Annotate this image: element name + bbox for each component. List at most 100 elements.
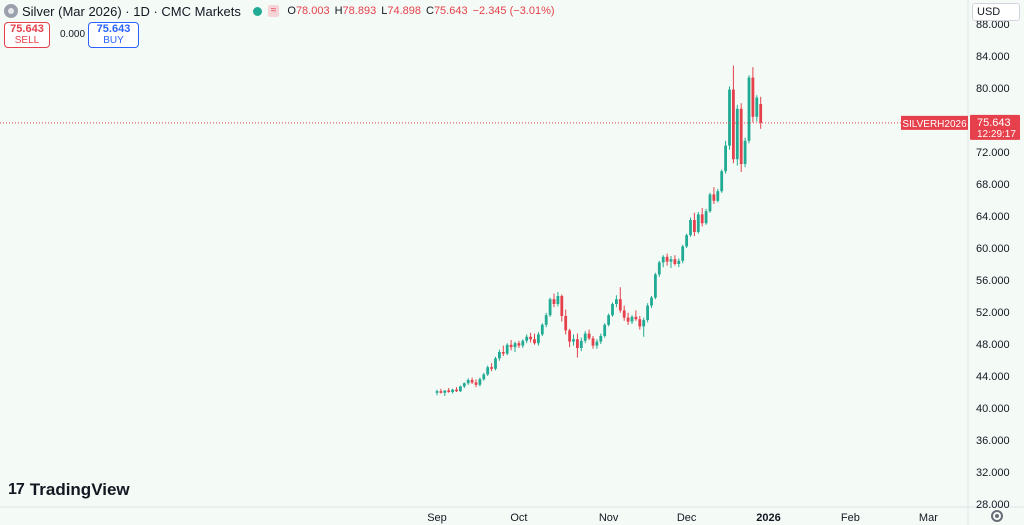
candle (650, 296, 653, 308)
candle (720, 169, 724, 193)
candle (490, 363, 493, 372)
tradingview-logo[interactable]: 17 TradingView (8, 480, 130, 500)
candle (728, 86, 731, 150)
candle-body (548, 299, 552, 316)
buy-button[interactable]: 75.643 BUY (88, 22, 139, 48)
currency-selector[interactable]: USD (972, 3, 1020, 21)
candle (732, 65, 735, 164)
price-tick-label: 40.000 (976, 403, 1010, 415)
candle (607, 313, 610, 327)
price-tick-label: 68.000 (976, 179, 1010, 191)
candle-body (443, 390, 447, 393)
candle-body (572, 339, 575, 342)
symbol-tag-label: SILVERH2026 (902, 119, 967, 130)
last-price-label: 75.643 (977, 117, 1011, 129)
price-axis[interactable]: 28.000 32.000 36.000 40.000 44.000 48.000 52.0… (976, 19, 1010, 511)
candle-body (739, 108, 743, 164)
price-tick-label: 64.000 (976, 211, 1010, 223)
candle (439, 388, 443, 394)
time-axis[interactable]: Sep Oct Nov Dec 2026 Feb Mar (427, 512, 938, 524)
candle (716, 188, 720, 203)
candle (544, 312, 548, 328)
candle (576, 333, 579, 358)
candle (618, 287, 622, 313)
candle (513, 341, 517, 352)
candle-body (611, 304, 614, 316)
price-change: −2.345 (−3.01%) (472, 5, 555, 17)
candle-body (470, 380, 474, 383)
candle-body (607, 315, 610, 325)
candle-body (505, 344, 509, 354)
candle-body (439, 391, 443, 393)
candle-body (634, 316, 638, 320)
market-open-status-icon[interactable] (252, 6, 262, 16)
price-tick-label: 60.000 (976, 243, 1010, 255)
candle (579, 337, 583, 352)
candle-body (501, 352, 505, 354)
candle-body (533, 339, 536, 344)
candle (443, 390, 447, 396)
candle (708, 192, 712, 213)
candle (501, 345, 505, 356)
candle (755, 95, 759, 122)
candle (568, 328, 571, 348)
last-price-label-background (970, 114, 1020, 140)
candle (677, 258, 681, 268)
candle-body (521, 340, 525, 346)
candle (564, 309, 568, 335)
candle (572, 334, 575, 346)
candle-body (564, 316, 568, 331)
symbol-tag-background (901, 115, 968, 130)
candle-body (708, 194, 712, 212)
candle-body (626, 317, 630, 322)
candle-body (537, 334, 540, 344)
price-tick-label: 28.000 (976, 499, 1010, 511)
candle-body (622, 310, 626, 318)
candle-body (583, 333, 587, 341)
candle-body (603, 324, 607, 336)
price-tick-label: 52.000 (976, 307, 1010, 319)
candle-body (642, 320, 646, 327)
candle (751, 67, 755, 123)
candle (685, 233, 688, 248)
candlestick-series (435, 65, 763, 396)
candle-body (693, 220, 696, 232)
candle (595, 339, 599, 349)
sell-button[interactable]: 75.643 SELL (4, 22, 50, 48)
candle-body (712, 194, 716, 201)
candle (700, 208, 704, 227)
candle-body (552, 299, 556, 304)
candle (591, 336, 595, 349)
candle (642, 317, 646, 337)
candle-body (654, 274, 657, 298)
candle (630, 315, 634, 324)
candle-body (638, 319, 642, 327)
chart-settings-icon[interactable] (991, 510, 1003, 522)
candle (552, 293, 556, 308)
candle (681, 244, 685, 264)
candle-body (704, 211, 708, 224)
symbol-title[interactable]: Silver (Mar 2026) · 1D · CMC Markets (22, 3, 241, 19)
candle-body (525, 336, 529, 341)
candle-body (459, 386, 462, 392)
candle-body (544, 315, 548, 325)
candle-body (451, 389, 454, 392)
candle-body (743, 140, 747, 164)
candle-body (681, 246, 685, 261)
candle-body (482, 374, 486, 380)
candle (689, 217, 692, 237)
candle (482, 372, 486, 381)
time-tick-label: 2026 (756, 512, 780, 524)
spread-value: 0.000 (60, 29, 86, 40)
candle (646, 303, 649, 323)
candle-body (576, 339, 579, 348)
candle-body (665, 256, 669, 262)
candle-body (568, 330, 571, 342)
candle (673, 255, 677, 266)
candle (560, 294, 564, 322)
candle (704, 208, 708, 225)
delay-indicator-icon[interactable]: ≈ (267, 5, 280, 17)
candle-body (490, 367, 493, 369)
